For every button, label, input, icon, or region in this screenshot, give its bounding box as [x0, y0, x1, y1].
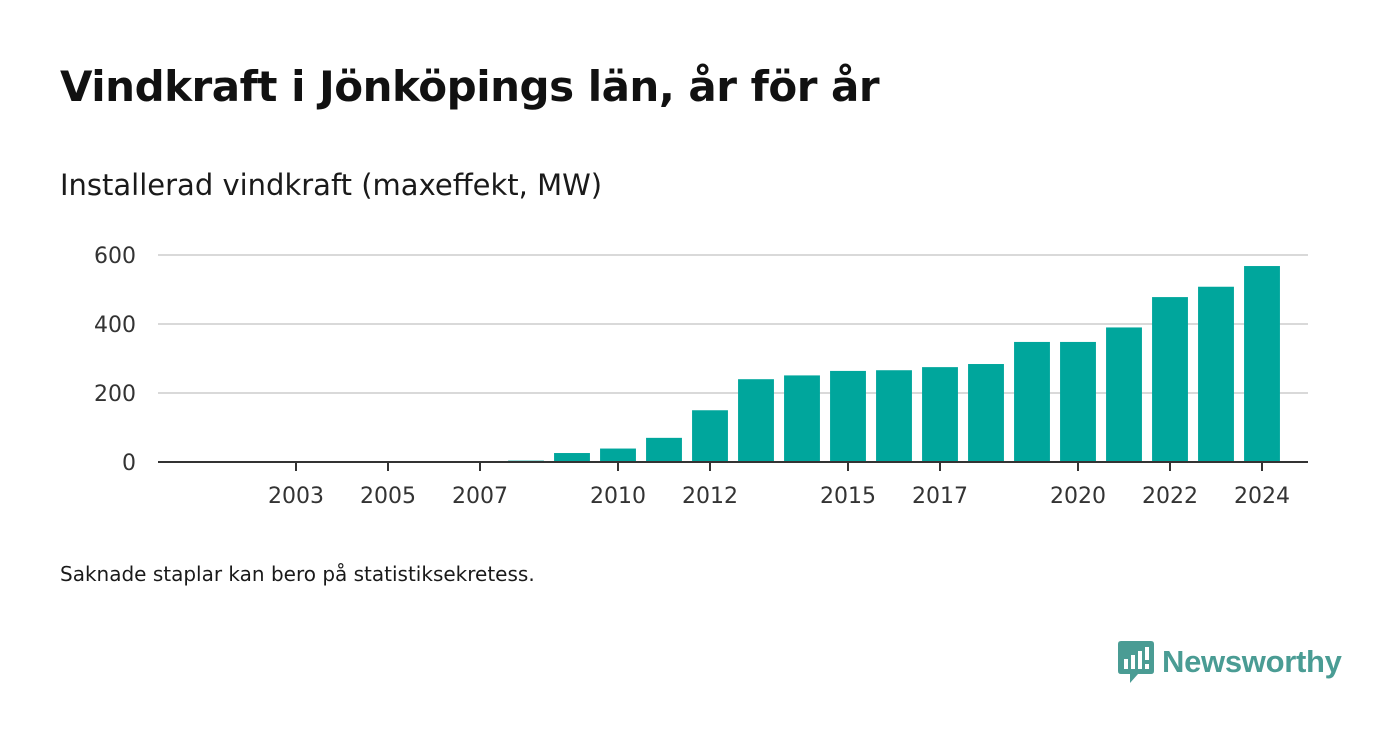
x-tick-label: 2012 — [682, 484, 738, 509]
bar-2015 — [830, 370, 866, 462]
bar-2013 — [738, 379, 774, 462]
x-tick-label: 2020 — [1050, 484, 1106, 509]
bar-2011 — [646, 437, 682, 462]
x-tick-label: 2024 — [1234, 484, 1290, 509]
bar-2021 — [1106, 327, 1142, 462]
chart-title: Vindkraft i Jönköpings län, år för år — [60, 62, 880, 111]
bar-2020 — [1060, 341, 1096, 462]
y-tick-label: 0 — [122, 451, 136, 476]
x-tick-label: 2015 — [820, 484, 876, 509]
x-tick-label: 2017 — [912, 484, 968, 509]
bar-2022 — [1152, 297, 1188, 462]
brand-logo[interactable]: Newsworthy — [1118, 641, 1342, 683]
y-tick-label: 600 — [94, 244, 136, 269]
x-tick-label: 2003 — [268, 484, 324, 509]
x-tick-label: 2022 — [1142, 484, 1198, 509]
bar-2010 — [600, 448, 636, 462]
bar-2023 — [1198, 286, 1234, 462]
axes: 0 200 400 600 2003 2005 2007 2010 2012 2015 2017 20… — [94, 244, 1308, 509]
bar-2017 — [922, 367, 958, 462]
x-tick-label: 2005 — [360, 484, 416, 509]
y-tick-label: 200 — [94, 382, 136, 407]
footnote: Saknade staplar kan bero på statistiksek… — [60, 562, 535, 586]
bar-2009 — [554, 453, 590, 462]
bar-2014 — [784, 375, 820, 462]
bar-2018 — [968, 364, 1004, 462]
y-tick-label: 400 — [94, 313, 136, 338]
bar-2016 — [876, 370, 912, 462]
x-tick-label: 2010 — [590, 484, 646, 509]
chart-subtitle: Installerad vindkraft (maxeffekt, MW) — [60, 168, 603, 202]
bar-chart: 0 200 400 600 2003 2005 2007 2010 2012 2015 2017 20… — [94, 244, 1308, 509]
bar-2019 — [1014, 341, 1050, 462]
x-tick-label: 2007 — [452, 484, 508, 509]
bar-2024 — [1244, 266, 1280, 462]
newsworthy-logo-icon — [1118, 641, 1154, 683]
brand-name: Newsworthy — [1162, 644, 1342, 679]
bars — [278, 266, 1280, 462]
bar-2012 — [692, 410, 728, 462]
